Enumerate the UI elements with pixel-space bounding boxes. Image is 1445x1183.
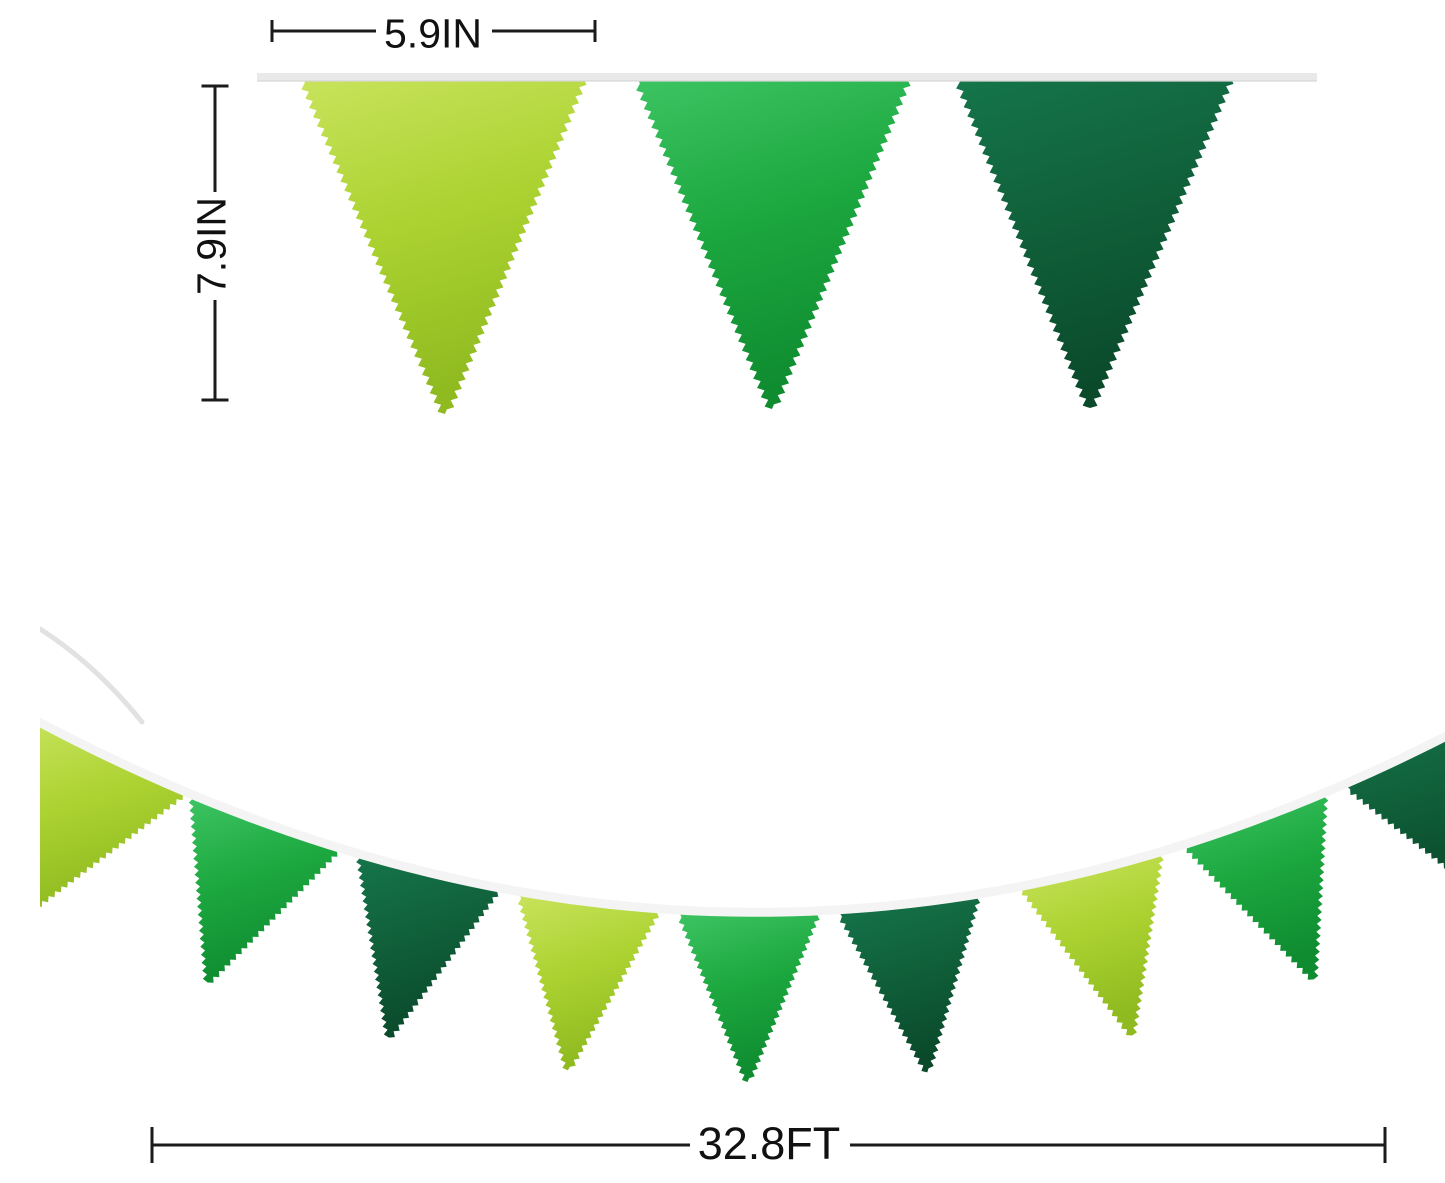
pennant-flag-small-emerald <box>1186 796 1329 980</box>
pennant-flag-small-dark <box>1347 738 1445 869</box>
dimension-label: 7.9IN <box>188 197 234 295</box>
dimension-flag-height: 7.9IN <box>188 84 234 402</box>
pennant-flag-large-emerald <box>636 79 911 409</box>
pennant-flag-small-emerald <box>188 798 338 983</box>
pennant-flag-small-lime <box>1021 855 1164 1036</box>
pennant-flag-small-dark <box>356 857 499 1038</box>
dimension-label: 5.9IN <box>384 16 482 56</box>
pennant-flag-large-dark <box>956 77 1234 408</box>
pennant-flag-small-lime <box>40 725 183 907</box>
pennant-banner-scene: 5.9IN 7.9IN 32.8FT <box>40 16 1445 1167</box>
pennant-flag-small-lime <box>517 895 659 1071</box>
pennant-flag-small-emerald <box>678 913 820 1082</box>
dimension-flag-width: 5.9IN <box>270 16 597 56</box>
pennant-flag-large-lime <box>301 78 587 414</box>
product-dimension-image: 5.9IN 7.9IN 32.8FT <box>40 16 1445 1167</box>
hanging-ribbon <box>257 73 1317 81</box>
string-end-arc <box>40 626 145 725</box>
top-banner <box>257 73 1317 414</box>
banner-string <box>40 717 1445 917</box>
bottom-banner <box>40 626 1445 1082</box>
dimension-banner-length: 32.8FT <box>150 1118 1387 1167</box>
pennant-flag-small-dark <box>839 897 981 1073</box>
dimension-annotations: 5.9IN 7.9IN 32.8FT <box>150 16 1387 1167</box>
dimension-label: 32.8FT <box>698 1118 841 1167</box>
